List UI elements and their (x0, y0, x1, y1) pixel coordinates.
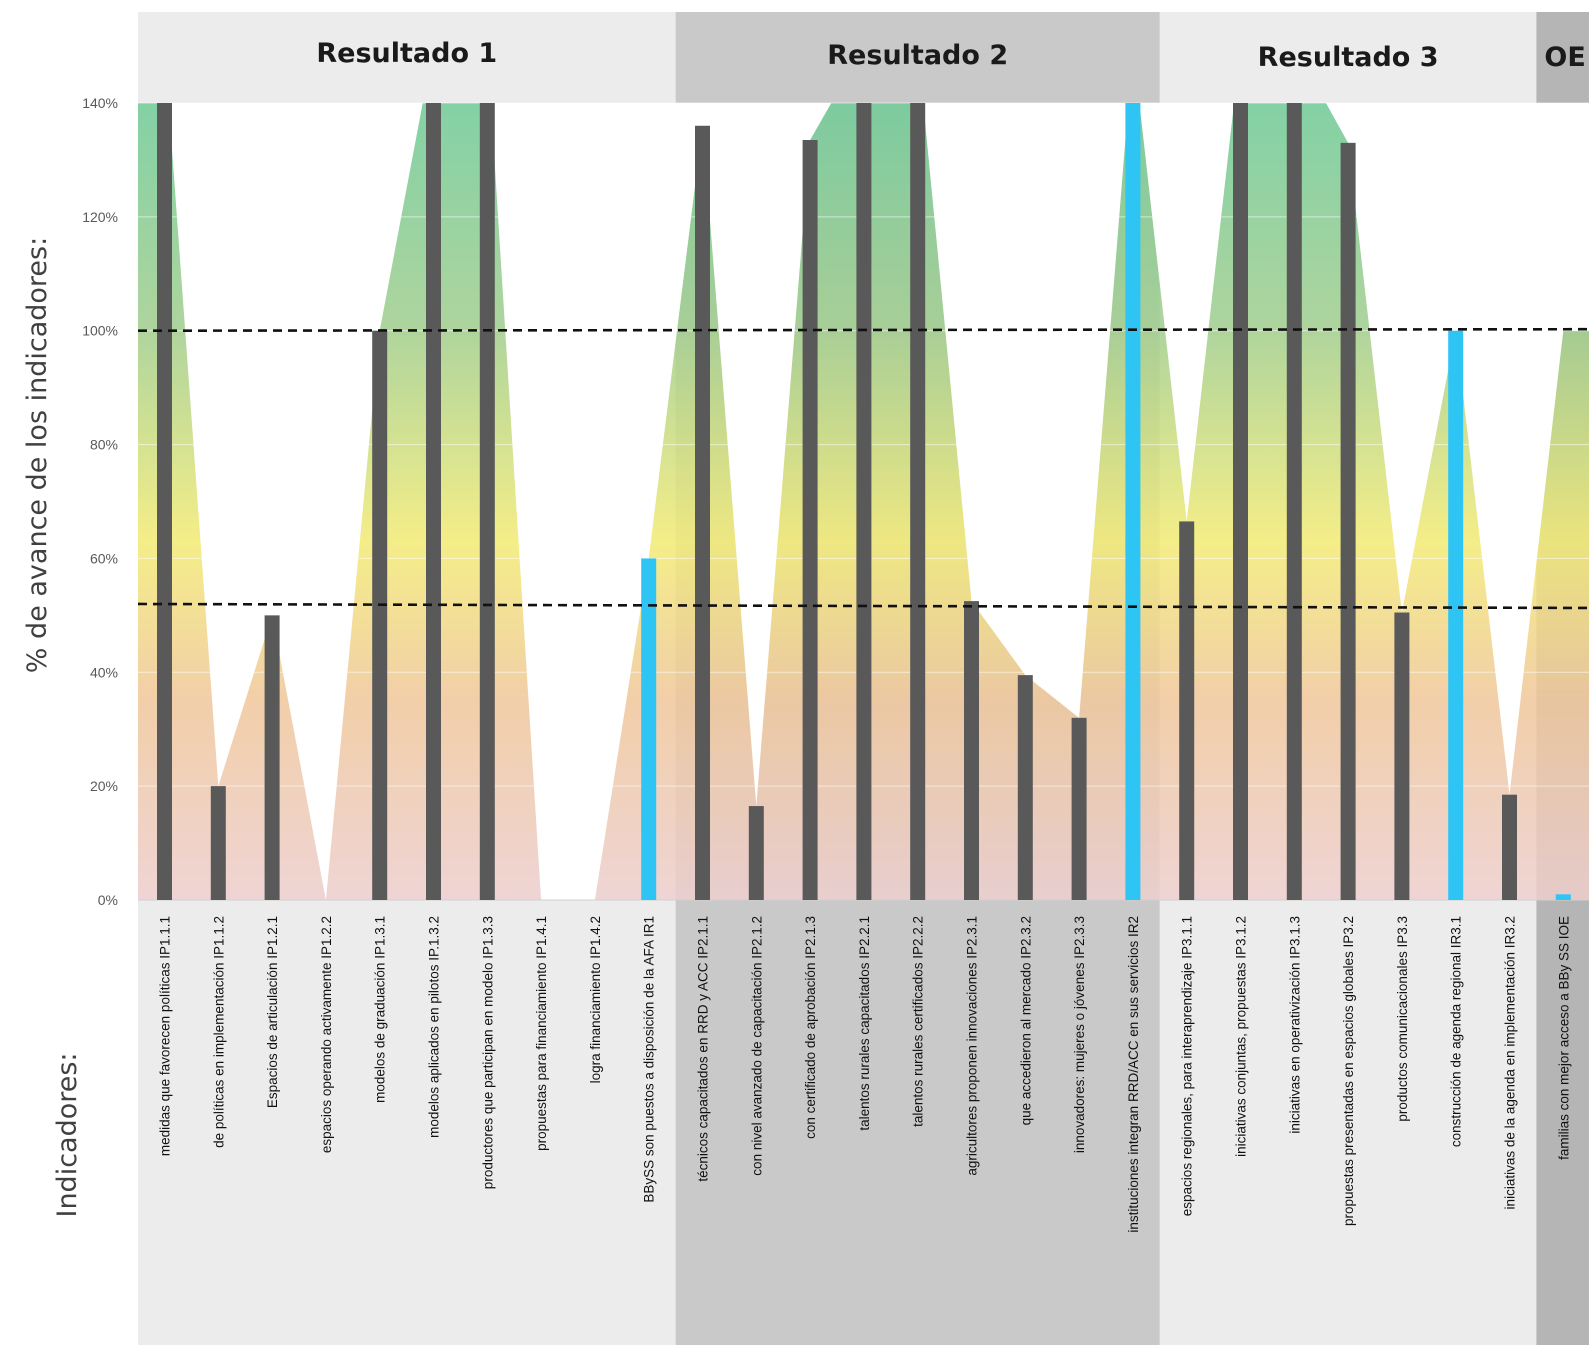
bar (1125, 103, 1141, 900)
bar (856, 103, 872, 900)
y-tick-label: 100% (82, 323, 118, 339)
bar (1179, 521, 1195, 900)
bar (1233, 103, 1248, 900)
category-label: familias con mejor acceso a BBy SS IOE (1556, 916, 1571, 1160)
bar (1340, 142, 1356, 901)
category-label: productos comunicacionales IP3.3 (1395, 916, 1410, 1122)
bar (264, 615, 280, 900)
bar (372, 330, 388, 900)
bar (1017, 675, 1033, 900)
bar (1286, 103, 1302, 900)
category-label: modelos de graduación IP1.3.1 (373, 916, 388, 1103)
bar (1555, 894, 1571, 900)
x-axis-title: Indicadores: (52, 1052, 83, 1217)
bar (802, 140, 818, 901)
category-label: de políticas en implementación IP1.1.2 (211, 916, 226, 1148)
bar (1071, 717, 1087, 900)
category-label: instituciones integran RRD/ACC en sus se… (1126, 916, 1141, 1233)
group-titles: Resultado 1 Resultado 2 Resultado 3 OE (316, 38, 1585, 73)
bar (210, 786, 226, 900)
y-tick-label: 0% (98, 892, 118, 908)
bar (1448, 330, 1464, 900)
category-label: con nivel avanzado de capacitación IP2.1… (749, 916, 764, 1176)
bar (157, 103, 172, 900)
area-clip-group (168, 103, 1589, 900)
category-labels: medidas que favorecen políticas IP1.1.1 d… (158, 916, 1572, 1233)
group-title: Resultado 2 (827, 40, 1008, 71)
category-label: espacios operando activamente IP1.2.2 (319, 916, 334, 1153)
category-label: propuestas para financiamiento IP1.4.1 (534, 916, 549, 1151)
bar (1394, 612, 1410, 900)
group-title: Resultado 3 (1258, 42, 1439, 73)
y-tick-labels: 0% 20% 40% 60% 80% 100% 120% 140% (82, 95, 118, 908)
reference-lines (137, 327, 1589, 610)
category-label: con certificado de aprobación IP2.1.3 (803, 916, 818, 1139)
area-cutout (168, 103, 1589, 900)
reference-line (137, 602, 1589, 610)
category-label: talentos rurales capacitados IP2.2.1 (857, 916, 872, 1131)
category-label: BBySS son puestos a disposición de la AF… (642, 916, 657, 1203)
bar (910, 103, 926, 900)
reference-line (137, 327, 1589, 333)
y-tick-label: 60% (90, 550, 118, 566)
group-title: Resultado 1 (316, 38, 497, 69)
y-tick-label: 80% (90, 437, 118, 453)
category-label: iniciativas conjuntas, propuestas IP3.1.… (1234, 916, 1249, 1157)
bar (426, 103, 441, 900)
category-label: Espacios de articulación IP1.2.1 (265, 916, 280, 1108)
bar (964, 601, 979, 900)
bar (1502, 794, 1517, 900)
category-label: iniciativas de la agenda en implementaci… (1503, 916, 1518, 1209)
category-label: logra financiamiento IP1.4.2 (588, 916, 603, 1083)
bar (641, 558, 657, 900)
category-label: construcción de agenda regional IR3.1 (1449, 916, 1464, 1147)
category-label: técnicos capacitados en RRD y ACC IP2.1.… (696, 916, 711, 1182)
y-tick-label: 120% (82, 209, 118, 225)
y-tick-label: 40% (90, 664, 118, 680)
category-label: productores que participan en modelo IP1… (480, 916, 495, 1189)
category-label: medidas que favorecen políticas IP1.1.1 (158, 916, 173, 1156)
category-label: que accedieron al mercado IP2.3.2 (1018, 916, 1033, 1125)
category-label: propuestas presentadas en espacios globa… (1341, 916, 1356, 1226)
bar (695, 125, 710, 901)
y-tick-label: 20% (90, 778, 118, 794)
category-label: espacios regionales, para interaprendiza… (1180, 916, 1195, 1216)
category-label: talentos rurales certificados IP2.2.2 (911, 916, 926, 1127)
bar (479, 103, 495, 900)
category-label: modelos aplicados en pilotos IP.1.3.2 (427, 916, 442, 1138)
group-title: OE (1544, 42, 1585, 73)
y-tick-label: 140% (82, 95, 118, 111)
category-label: iniciativas en operativización IP3.1.3 (1287, 916, 1302, 1134)
category-label: innovadores: mujeres o jóvenes IP2.3.3 (1072, 916, 1087, 1153)
category-label: agricultores proponen innovaciones IP2.3… (965, 916, 980, 1176)
bar (748, 806, 764, 900)
bars (157, 103, 1571, 901)
y-axis-title: % de avance de los indicadores: (22, 237, 53, 673)
